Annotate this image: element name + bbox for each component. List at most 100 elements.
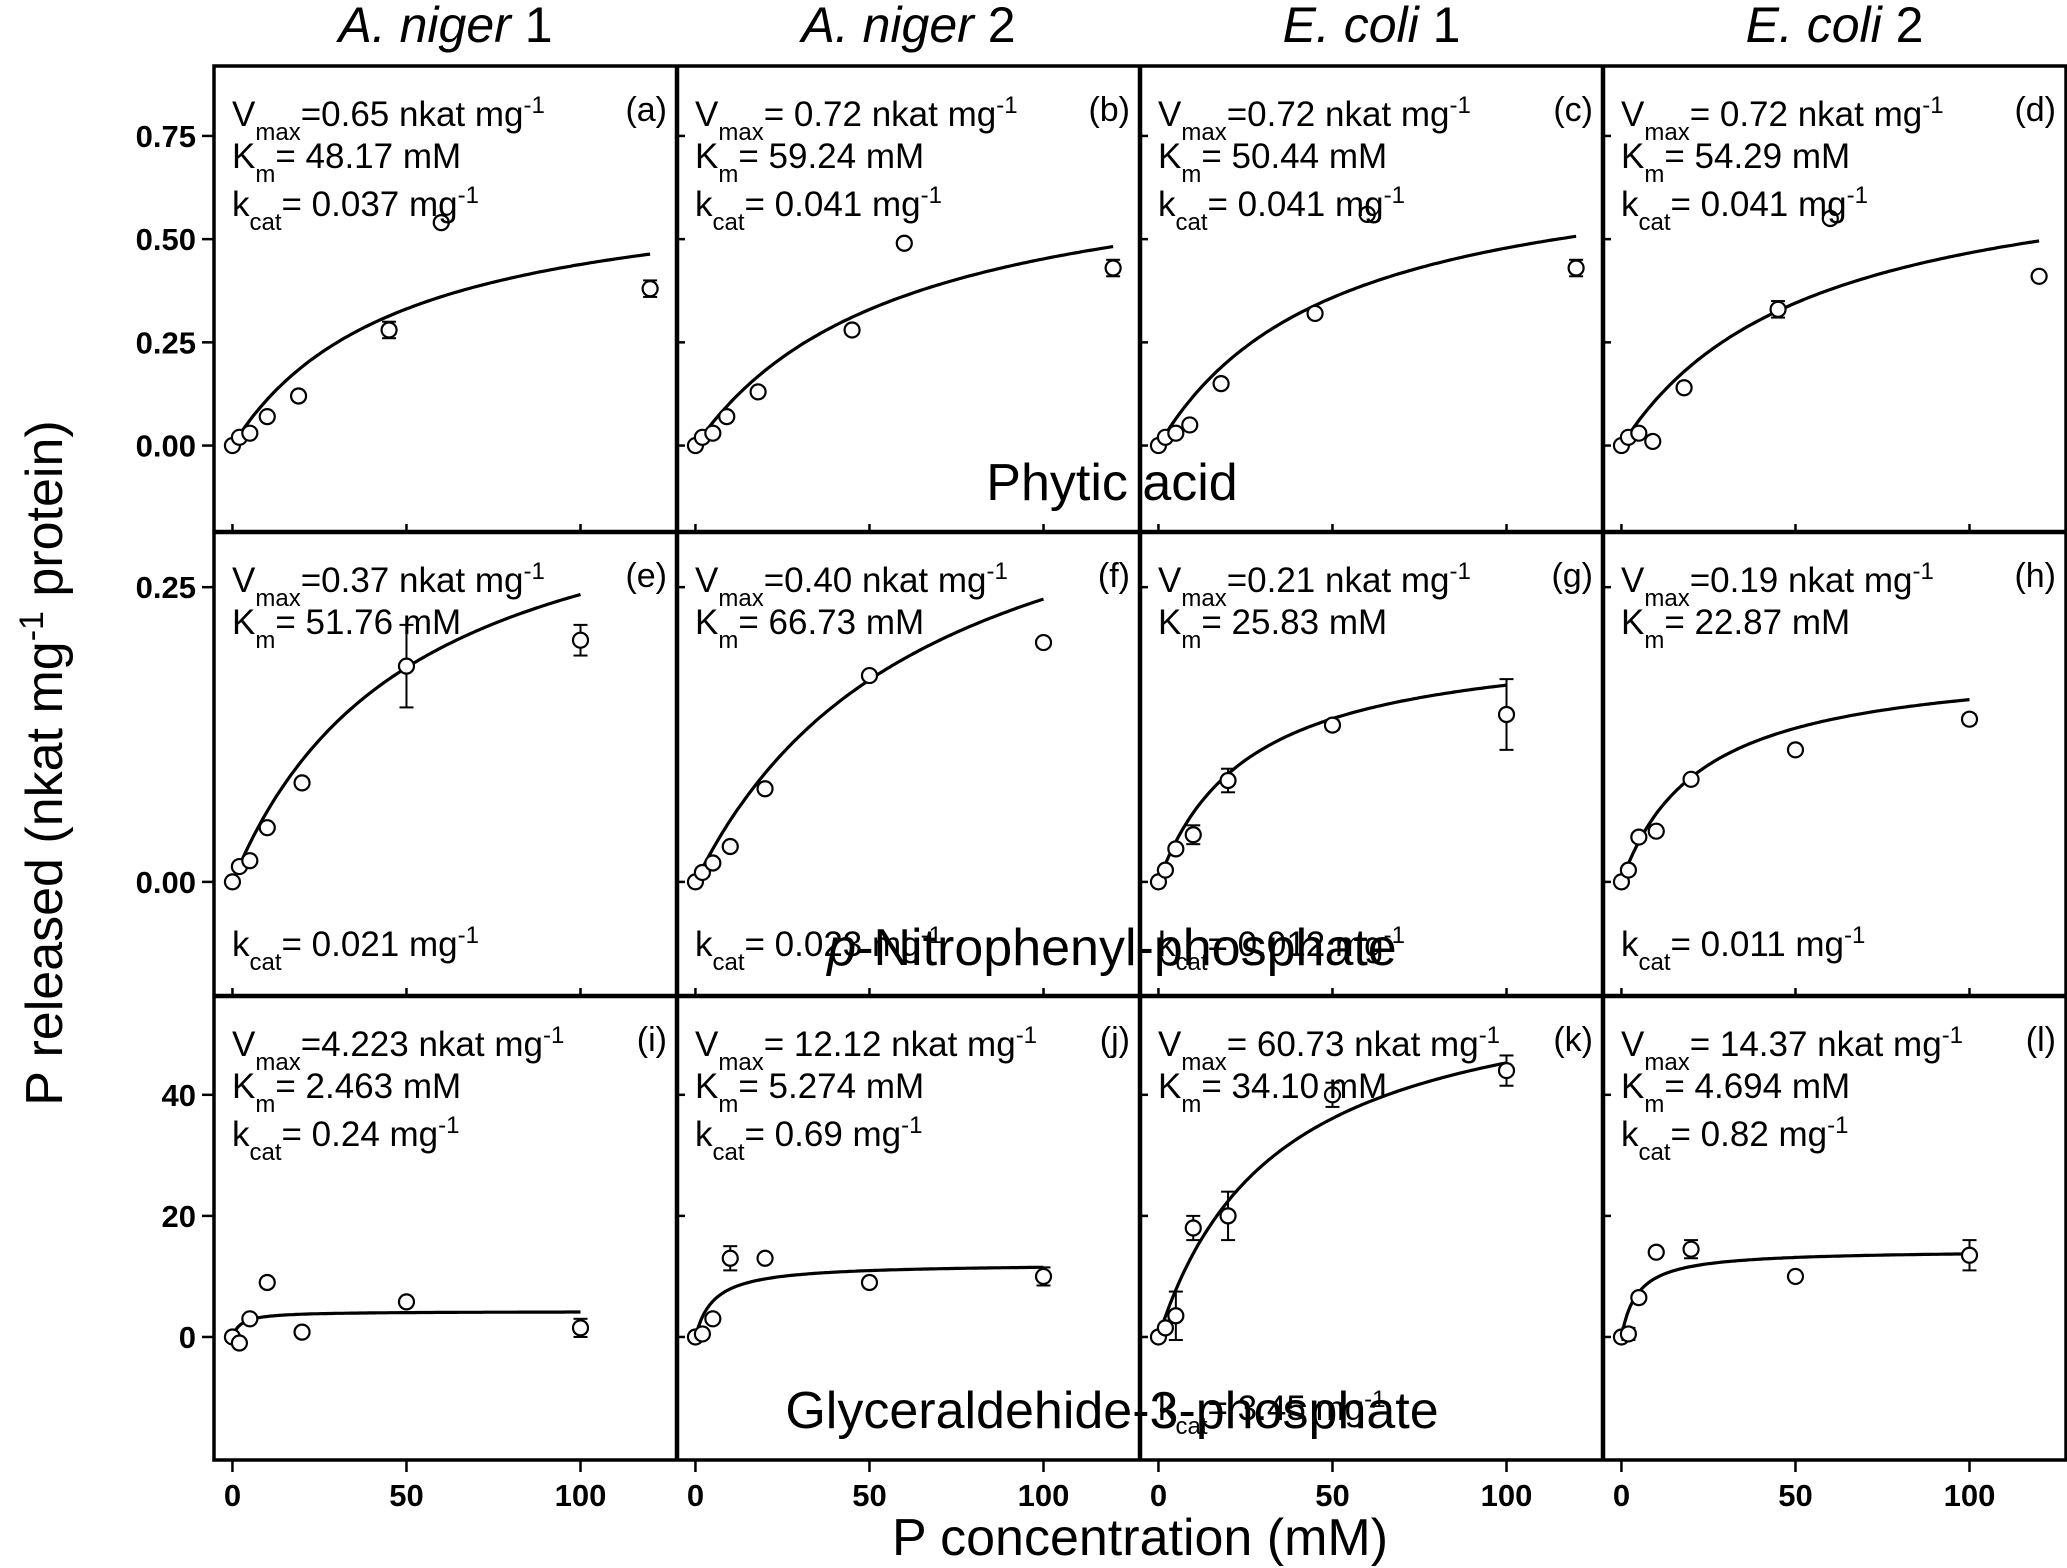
data-point <box>1497 1061 1516 1080</box>
data-point <box>1167 424 1185 442</box>
panel-i: (i) Vmax=4.223 nkat mg-1Km= 2.463 mMkcat=… <box>223 1021 667 1352</box>
data-point <box>1960 710 1979 728</box>
km-annotation: Km= 59.24 mM <box>695 137 924 188</box>
vmax-annotation: Vmax= 0.72 nkat mg-1 <box>1621 92 1944 146</box>
data-point <box>397 657 416 675</box>
data-point <box>1156 1319 1175 1337</box>
data-point <box>1682 1240 1700 1258</box>
data-point <box>258 1273 276 1292</box>
data-point <box>1156 861 1175 879</box>
data-point <box>1682 770 1700 788</box>
data-point <box>432 214 450 232</box>
data-point <box>1960 1246 1979 1264</box>
panel-l: (l) Vmax= 14.37 nkat mg-1Km= 4.694 mMkcat… <box>1612 1021 2056 1346</box>
kcat-annotation: kcat= 0.69 mg-1 <box>695 1112 923 1166</box>
km-annotation: Km= 48.17 mM <box>232 137 461 188</box>
km-annotation: Km= 5.274 mM <box>695 1067 924 1118</box>
x-tick-label: 50 <box>389 1478 423 1513</box>
panel-d: (d) Vmax= 0.72 nkat mg-1Km= 54.29 mMkcat=… <box>1612 91 2056 455</box>
kcat-annotation: kcat= 3.45 mg-1 <box>1158 1386 1386 1440</box>
data-point <box>1212 375 1230 393</box>
y-tick-label: 0.00 <box>136 865 196 900</box>
data-point <box>1619 1325 1638 1343</box>
x-tick-label: 100 <box>555 1478 607 1513</box>
vmax-annotation: Vmax=0.72 nkat mg-1 <box>1158 92 1471 146</box>
y-tick-label: 0.25 <box>136 325 196 360</box>
data-point <box>1647 1243 1665 1261</box>
panel-label: (c) <box>1553 91 1593 129</box>
data-point <box>1323 716 1342 734</box>
fit-curve <box>1157 234 1577 447</box>
data-point <box>704 854 722 872</box>
panel-k: (k) Vmax= 60.73 nkat mg-1Km= 34.10 mM kcat… <box>1149 1021 1593 1440</box>
panel-b: (b) Vmax= 0.72 nkat mg-1Km= 59.24 mMkcat=… <box>686 91 1130 455</box>
panel-h: (h) Vmax=0.19 nkat mg-1Km= 22.87 mM kcat= … <box>1612 557 2056 976</box>
fit-curve <box>1619 698 1970 883</box>
fit-curve <box>1156 683 1507 883</box>
vmax-annotation: Vmax=0.21 nkat mg-1 <box>1158 558 1471 612</box>
kcat-annotation: kcat= 0.023 mg-1 <box>695 922 942 976</box>
x-tick-label: 100 <box>1018 1478 1070 1513</box>
panel-label: (a) <box>625 91 667 129</box>
kcat-annotation: kcat= 0.041 mg-1 <box>1621 182 1868 236</box>
x-tick-label: 50 <box>1778 1478 1812 1513</box>
panel-label: (h) <box>2014 557 2056 595</box>
data-point <box>230 1334 249 1352</box>
y-tick-label: 0.50 <box>136 222 196 257</box>
data-point <box>1184 1219 1202 1237</box>
data-point <box>1786 1267 1805 1286</box>
panel-c: (c) Vmax=0.72 nkat mg-1Km= 50.44 mMkcat= … <box>1149 91 1593 455</box>
data-point <box>1323 1086 1342 1104</box>
data-point <box>293 774 311 792</box>
panel-label: (i) <box>637 1021 667 1059</box>
kcat-annotation: kcat= 0.82 mg-1 <box>1621 1112 1849 1166</box>
data-point <box>1630 1289 1648 1307</box>
panel-label: (e) <box>625 557 667 595</box>
data-point <box>860 1273 879 1292</box>
data-point <box>1219 1207 1237 1225</box>
data-point <box>721 1249 739 1267</box>
kcat-annotation: kcat= 0.012 mg-1 <box>1158 922 1405 976</box>
x-tick-label: 0 <box>1150 1478 1167 1513</box>
data-point <box>718 408 736 426</box>
fit-curve <box>230 1310 581 1338</box>
data-point <box>1104 259 1122 277</box>
data-point <box>860 666 879 685</box>
km-annotation: Km= 34.10 mM <box>1158 1067 1387 1118</box>
kcat-annotation: kcat= 0.041 mg-1 <box>695 182 942 236</box>
fit-curve <box>693 1265 1044 1338</box>
data-point <box>2030 267 2048 285</box>
panel-g: (g) Vmax=0.21 nkat mg-1Km= 25.83 mM kcat= … <box>1149 557 1593 976</box>
kcat-annotation: kcat= 0.041 mg-1 <box>1158 182 1405 236</box>
data-point <box>1644 432 1662 451</box>
x-tick-label: 0 <box>1613 1478 1630 1513</box>
data-point <box>756 1249 774 1267</box>
panel-label: (b) <box>1088 91 1130 129</box>
column-title: E. coli 2 <box>1746 0 1924 53</box>
x-tick-label: 100 <box>1944 1478 1996 1513</box>
y-tick-label: 20 <box>162 1199 196 1234</box>
y-axis-title: P released (nkat mg-1 protein) <box>13 420 74 1105</box>
data-point <box>223 873 242 891</box>
data-point <box>571 631 590 649</box>
panel-j: (j) Vmax= 12.12 nkat mg-1Km= 5.274 mMkcat… <box>686 1021 1130 1346</box>
fit-curve <box>231 252 651 447</box>
data-point <box>1647 822 1665 840</box>
panel-label: (d) <box>2014 91 2056 129</box>
y-tick-label: 0.00 <box>136 429 196 464</box>
y-tick-label: 0.25 <box>136 570 196 605</box>
panel-label: (l) <box>2026 1021 2056 1059</box>
km-annotation: Km= 4.694 mM <box>1621 1067 1850 1118</box>
km-annotation: Km= 22.87 mM <box>1621 603 1850 654</box>
kcat-annotation: kcat= 0.037 mg-1 <box>232 182 479 236</box>
vmax-annotation: Vmax=0.37 nkat mg-1 <box>232 558 545 612</box>
data-point <box>704 1310 722 1328</box>
vmax-annotation: Vmax= 60.73 nkat mg-1 <box>1158 1022 1500 1076</box>
x-tick-label: 0 <box>224 1478 241 1513</box>
km-annotation: Km= 51.76 mM <box>232 603 461 654</box>
data-point <box>397 1293 416 1311</box>
vmax-annotation: Vmax= 14.37 nkat mg-1 <box>1621 1022 1963 1076</box>
panel-f: (f) Vmax=0.40 nkat mg-1Km= 66.73 mM kcat= … <box>686 557 1130 976</box>
data-point <box>241 852 259 870</box>
